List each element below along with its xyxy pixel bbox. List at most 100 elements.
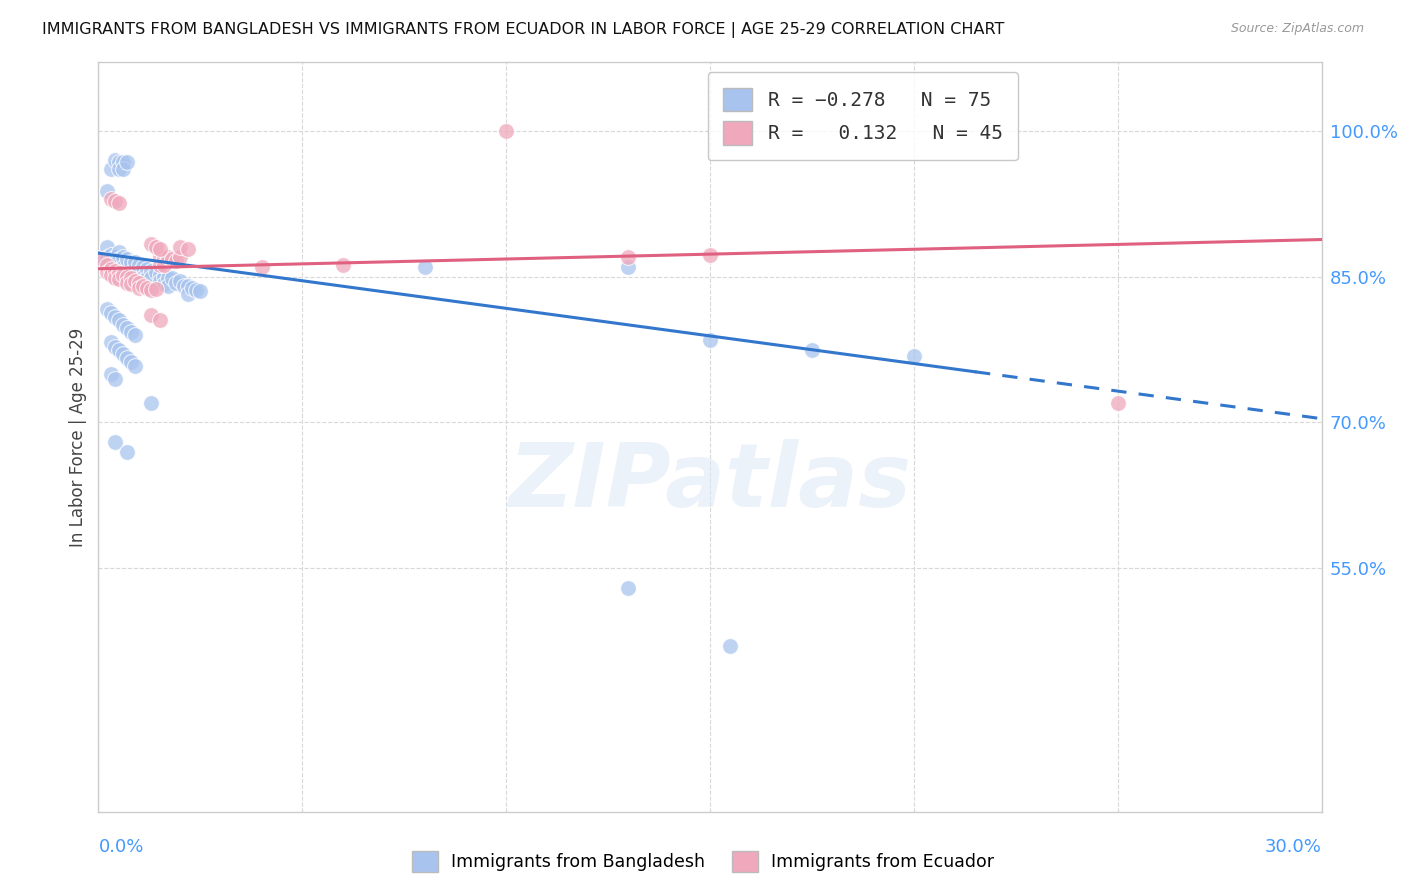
Point [173,279,195,293]
Text: Source: ZipAtlas.com: Source: ZipAtlas.com [1230,22,1364,36]
Point [149,242,172,256]
Point [132,260,155,274]
Point [104,434,127,449]
Point [120,255,142,269]
Point [165,277,187,291]
Point [115,270,138,285]
Point [108,154,131,169]
Point [108,343,131,358]
Point [120,325,142,339]
Point [149,313,172,327]
Point [149,250,172,264]
Point [165,254,187,268]
Point [169,240,191,254]
Point [111,162,134,177]
Point [128,277,150,291]
Point [177,242,200,256]
Point [152,258,174,272]
Point [96,265,118,279]
Point [108,266,131,280]
Point [108,245,131,260]
Point [100,367,122,381]
Point [141,309,163,323]
Point [124,255,146,269]
Point [617,581,640,595]
Point [100,306,122,320]
Point [120,277,142,292]
Point [136,261,159,276]
Point [903,349,925,363]
Point [136,271,159,285]
Point [124,327,146,342]
Point [141,271,163,285]
Point [141,283,163,297]
Point [115,252,138,266]
Point [156,250,179,264]
Point [100,268,122,282]
Point [111,260,134,274]
Point [152,250,174,264]
Point [111,268,134,282]
Point [104,194,127,208]
Point [141,237,163,252]
Point [149,258,172,272]
Point [156,271,179,285]
Point [124,274,146,288]
Point [100,248,122,262]
Point [495,123,517,137]
Point [152,269,174,284]
Point [250,260,273,274]
Point [104,250,127,264]
Point [141,396,163,410]
Point [91,252,114,266]
Point [115,154,138,169]
Point [152,277,174,292]
Point [145,240,167,254]
Point [149,268,172,282]
Point [100,334,122,349]
Point [104,340,127,354]
Point [96,250,118,264]
Text: IMMIGRANTS FROM BANGLADESH VS IMMIGRANTS FROM ECUADOR IN LABOR FORCE | AGE 25-29: IMMIGRANTS FROM BANGLADESH VS IMMIGRANTS… [42,22,1004,38]
Point [115,277,138,291]
Point [720,640,742,654]
Point [177,287,200,301]
Text: 30.0%: 30.0% [1265,838,1322,856]
Point [132,279,155,293]
Point [96,258,118,272]
Point [100,192,122,206]
Point [149,274,172,288]
Point [111,154,134,169]
Point [413,260,436,274]
Point [160,252,183,266]
Point [108,252,131,266]
Point [111,318,134,333]
Point [108,313,131,327]
Point [108,162,131,177]
Point [145,265,167,279]
Point [108,195,131,210]
Point [617,250,640,264]
Point [181,281,204,295]
Point [145,282,167,296]
Point [332,258,354,272]
Point [1107,396,1129,410]
Point [100,162,122,177]
Text: 0.0%: 0.0% [98,838,143,856]
Point [96,240,118,254]
Legend: R = −0.278   N = 75, R =   0.132   N = 45: R = −0.278 N = 75, R = 0.132 N = 45 [707,72,1018,161]
Point [124,359,146,373]
Point [91,250,114,264]
Point [169,250,191,264]
Text: ZIPatlas: ZIPatlas [509,439,911,525]
Point [96,301,118,316]
Point [136,281,159,295]
Point [104,263,127,277]
Point [188,284,212,298]
Legend: Immigrants from Bangladesh, Immigrants from Ecuador: Immigrants from Bangladesh, Immigrants f… [405,844,1001,879]
Point [120,265,142,279]
Point [96,184,118,198]
Point [120,271,142,285]
Point [100,261,122,276]
Point [128,265,150,279]
